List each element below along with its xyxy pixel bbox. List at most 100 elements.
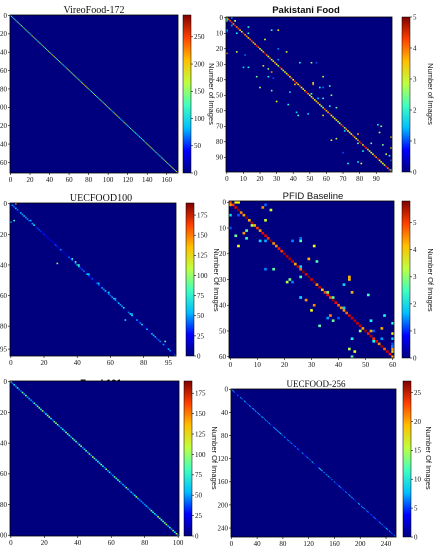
diagonal-cell: [305, 455, 307, 457]
confusion-cell: [114, 297, 117, 300]
diagonal-cell: [299, 450, 301, 452]
confusion-cell: [291, 239, 294, 243]
diagonal-cell: [173, 168, 175, 170]
diagonal-cell: [59, 61, 61, 63]
diagonal-cell: [322, 106, 324, 109]
diagonal-cell: [302, 270, 305, 274]
colorbar-tick-label: 25: [414, 389, 422, 397]
diagonal-cell: [305, 456, 307, 457]
confusion-cell: [259, 86, 261, 89]
diagonal-cell: [382, 162, 384, 165]
diagonal-cell: [290, 442, 292, 444]
confusion-cell: [348, 275, 351, 279]
diagonal-cell: [234, 206, 238, 209]
diagonal-cell: [378, 159, 381, 162]
diagonal-cell: [292, 444, 294, 446]
diagonal-cell: [250, 406, 252, 408]
confusion-cell: [250, 224, 254, 227]
diagonal-cell: [12, 17, 14, 19]
diagonal-cell: [373, 154, 376, 157]
confusion-cell: [255, 75, 258, 78]
diagonal-cell: [11, 204, 14, 207]
diagonal-cell: [21, 26, 23, 27]
x-tick-label: 120: [303, 540, 314, 548]
diagonal-cell: [149, 146, 151, 148]
diagonal-cell: [32, 36, 34, 38]
diagonal-cell: [129, 127, 131, 128]
confusion-cell: [312, 303, 316, 307]
confusion-cell: [294, 83, 296, 86]
diagonal-cell: [393, 534, 395, 536]
diagonal-cell: [126, 310, 128, 312]
diagonal-cell: [285, 72, 288, 75]
x-tick-label: 40: [74, 359, 82, 367]
diagonal-cell: [13, 384, 16, 386]
diagonal-cell: [342, 489, 344, 490]
confusion-cell: [78, 264, 80, 266]
diagonal-cell: [318, 285, 321, 289]
confusion-cell: [350, 291, 354, 294]
diagonal-cell: [88, 274, 90, 277]
diagonal-cell: [292, 443, 294, 445]
colorbar-tick-label: 5: [414, 505, 418, 513]
diagonal-cell: [137, 135, 139, 137]
x-tick-label: 60: [108, 539, 116, 547]
plot-frame: [9, 380, 180, 537]
diagonal-cell: [239, 29, 241, 31]
colorbar-tick-label: 100: [195, 451, 206, 459]
diagonal-cell: [138, 499, 141, 501]
diagonal-cell: [370, 513, 372, 515]
diagonal-cell: [271, 425, 273, 427]
y-tick-label: 80: [0, 85, 8, 93]
diagonal-cell: [108, 471, 111, 474]
confusion-cell: [328, 105, 331, 107]
diagonal-cell: [247, 403, 249, 405]
diagonal-cell: [51, 53, 52, 55]
diagonal-cell: [304, 454, 306, 456]
y-tick-label: 10: [216, 30, 224, 38]
diagonal-cell: [281, 434, 283, 435]
diagonal-cell: [97, 460, 99, 463]
diagonal-cell: [16, 387, 19, 389]
diagonal-cell: [168, 163, 170, 165]
diagonal-cell: [357, 502, 359, 504]
diagonal-cell: [128, 489, 131, 492]
diagonal-cell: [58, 60, 60, 62]
confusion-cell: [372, 329, 376, 333]
colorbar-tick-label: 25: [197, 332, 205, 340]
diagonal-cell: [376, 519, 377, 520]
confusion-cell: [237, 201, 240, 204]
diagonal-cell: [328, 113, 331, 115]
diagonal-cell: [125, 486, 128, 489]
diagonal-cell: [154, 336, 157, 338]
diagonal-cell: [245, 401, 247, 403]
colorbar-tick-label: 1: [413, 327, 417, 335]
diagonal-cell: [269, 423, 271, 425]
diagonal-cell: [310, 278, 313, 281]
confusion-cell: [304, 298, 308, 302]
confusion-cell: [331, 296, 335, 299]
diagonal-cell: [48, 416, 51, 418]
diagonal-cell: [99, 99, 101, 101]
colorbar-tick-label: 0: [197, 352, 201, 360]
diagonal-cell: [338, 122, 341, 124]
diagonal-cell: [277, 430, 279, 432]
diagonal-cell: [71, 437, 74, 440]
diagonal-cell: [343, 489, 345, 491]
confusion-cell: [29, 219, 32, 222]
diagonal-cell: [264, 234, 267, 238]
diagonal-cell: [75, 440, 77, 443]
y-tick-label: 200: [218, 501, 229, 509]
diagonal-cell: [318, 103, 321, 106]
x-tick-label: 20: [281, 361, 289, 369]
diagonal-cell: [308, 458, 310, 460]
diagonal-cell: [274, 61, 276, 64]
diagonal-cell: [80, 445, 82, 447]
confusion-cell: [247, 32, 250, 35]
diagonal-cell: [380, 161, 383, 163]
diagonal-cell: [121, 119, 123, 121]
diagonal-cell: [275, 428, 277, 430]
y-tick-label: 30: [219, 276, 227, 284]
diagonal-cell: [163, 522, 166, 524]
diagonal-cell: [40, 408, 42, 411]
